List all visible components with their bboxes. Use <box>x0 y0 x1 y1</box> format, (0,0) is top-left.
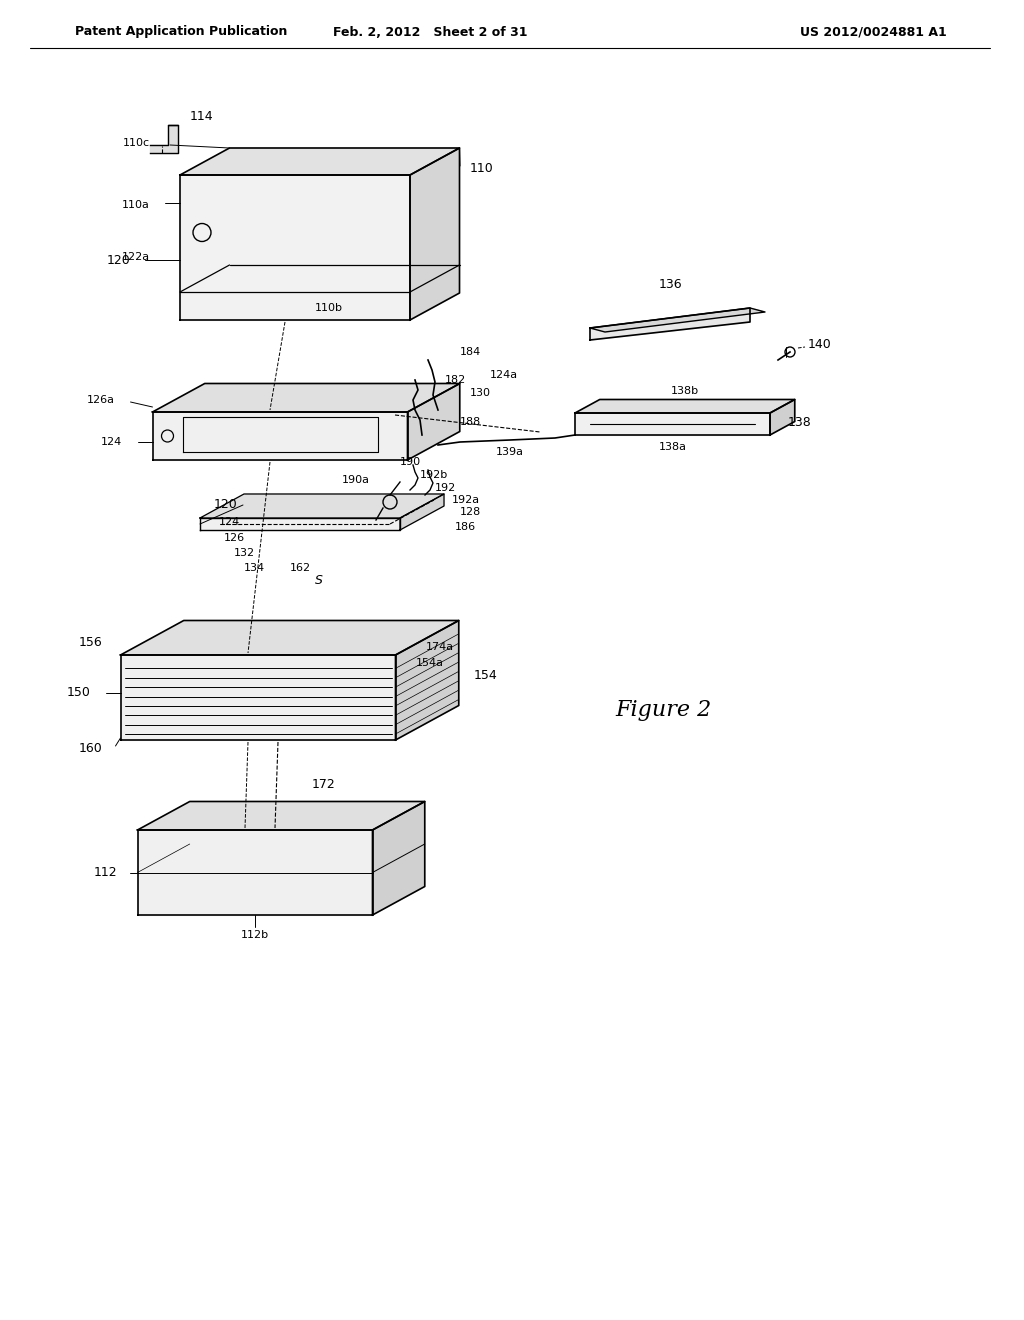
Text: S: S <box>315 573 323 586</box>
Text: 186: 186 <box>455 521 476 532</box>
Text: 192b: 192b <box>420 470 449 480</box>
Text: 124: 124 <box>101 437 123 447</box>
Text: Patent Application Publication: Patent Application Publication <box>75 25 288 38</box>
Text: 110a: 110a <box>122 201 150 210</box>
Polygon shape <box>200 517 400 531</box>
Text: 138b: 138b <box>671 387 699 396</box>
Text: 126a: 126a <box>86 395 115 405</box>
Text: 190a: 190a <box>342 475 370 484</box>
Text: 120: 120 <box>106 253 130 267</box>
Text: 130: 130 <box>470 388 490 399</box>
Text: 110: 110 <box>470 161 494 174</box>
Text: 190: 190 <box>400 457 421 467</box>
Text: 112: 112 <box>94 866 118 879</box>
Polygon shape <box>150 125 178 153</box>
Polygon shape <box>770 400 795 436</box>
Polygon shape <box>590 308 750 341</box>
Polygon shape <box>410 148 460 319</box>
Polygon shape <box>408 384 460 459</box>
Polygon shape <box>180 176 410 319</box>
Text: 134: 134 <box>244 564 265 573</box>
Text: 160: 160 <box>79 742 102 755</box>
Text: 136: 136 <box>658 279 682 292</box>
Text: US 2012/0024881 A1: US 2012/0024881 A1 <box>800 25 947 38</box>
Polygon shape <box>153 384 460 412</box>
Text: 132: 132 <box>233 548 255 558</box>
Polygon shape <box>400 494 444 531</box>
Text: 110b: 110b <box>315 304 343 313</box>
Polygon shape <box>137 801 425 830</box>
Polygon shape <box>137 830 373 915</box>
Polygon shape <box>373 801 425 915</box>
Text: 112b: 112b <box>241 931 269 940</box>
Text: 124: 124 <box>219 517 240 527</box>
Polygon shape <box>121 620 459 655</box>
Text: 192: 192 <box>435 483 457 492</box>
Text: 124a: 124a <box>489 371 518 380</box>
Text: 138a: 138a <box>658 442 686 451</box>
Text: 156: 156 <box>79 636 102 649</box>
Polygon shape <box>153 412 408 459</box>
Polygon shape <box>575 413 770 436</box>
Text: 182: 182 <box>445 375 466 385</box>
Text: 122a: 122a <box>122 252 150 263</box>
Text: 139a: 139a <box>496 447 524 457</box>
Polygon shape <box>575 400 795 413</box>
Text: 172: 172 <box>311 779 335 792</box>
Text: 154a: 154a <box>416 657 443 668</box>
Polygon shape <box>180 148 460 176</box>
Text: 138: 138 <box>788 417 812 429</box>
Text: 140: 140 <box>808 338 831 351</box>
Text: 150: 150 <box>67 686 90 700</box>
Text: 174a: 174a <box>426 642 454 652</box>
Text: 110c: 110c <box>123 139 150 148</box>
Polygon shape <box>121 655 395 741</box>
Text: Figure 2: Figure 2 <box>615 700 712 721</box>
Text: 114: 114 <box>190 111 214 124</box>
Polygon shape <box>200 494 444 517</box>
Text: 128: 128 <box>460 507 481 517</box>
Polygon shape <box>590 308 765 333</box>
Text: Feb. 2, 2012   Sheet 2 of 31: Feb. 2, 2012 Sheet 2 of 31 <box>333 25 527 38</box>
Text: 192a: 192a <box>452 495 480 506</box>
Text: 120: 120 <box>213 499 237 511</box>
Polygon shape <box>395 620 459 741</box>
Text: 184: 184 <box>460 347 481 356</box>
Text: 126: 126 <box>224 533 245 543</box>
Text: 162: 162 <box>290 564 311 573</box>
Text: 188: 188 <box>460 417 480 426</box>
Text: 154: 154 <box>474 669 498 682</box>
